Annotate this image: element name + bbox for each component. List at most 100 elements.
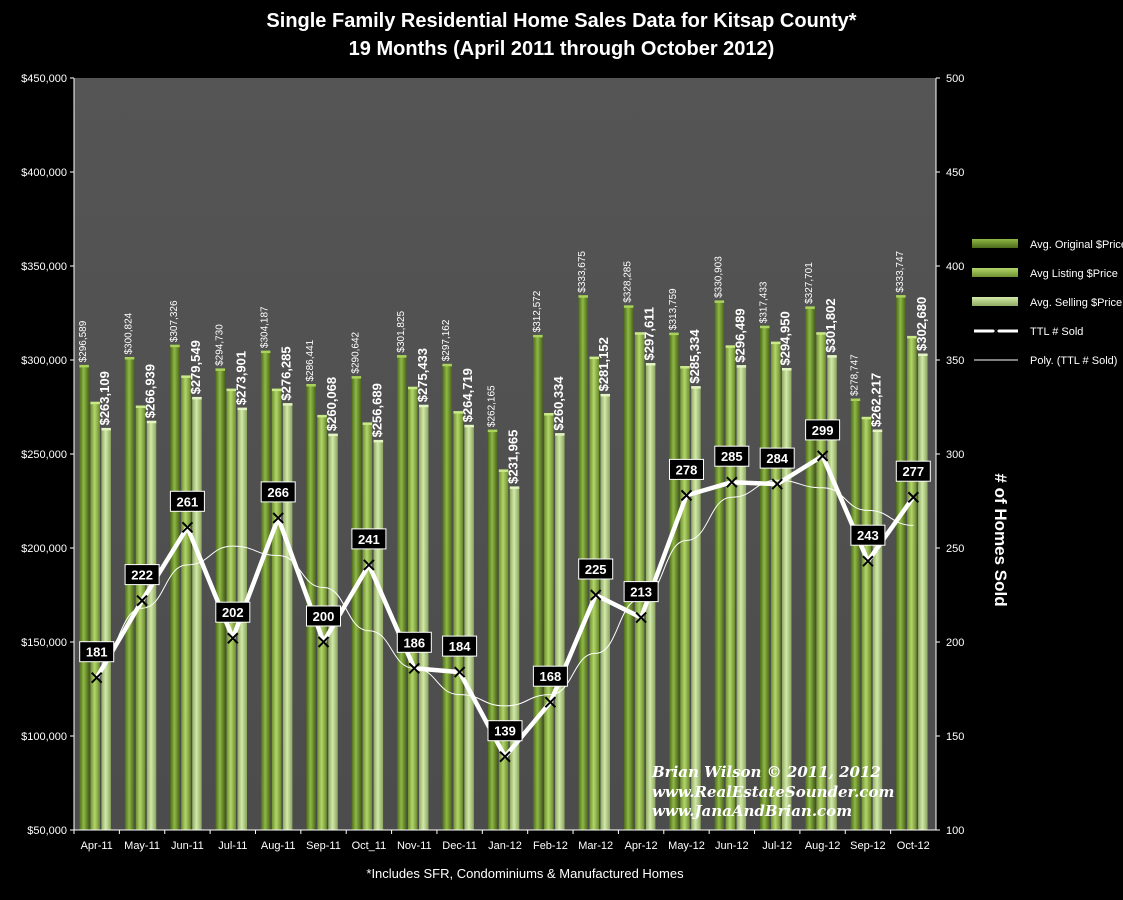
- bar-cap-listing: [861, 416, 872, 420]
- data-label-sold: 202: [222, 605, 244, 620]
- legend-swatch-selling: [972, 297, 1018, 306]
- bar-listing: [498, 470, 509, 830]
- data-label-sold: 266: [267, 485, 289, 500]
- bar-selling: [146, 422, 157, 830]
- footnote: *Includes SFR, Condominiums & Manufactur…: [366, 866, 684, 881]
- y-left-tick-label: $400,000: [21, 167, 67, 179]
- x-tick-label: Oct_11: [352, 840, 387, 852]
- data-label-box-sold: [895, 460, 931, 482]
- bar-original: [487, 431, 498, 830]
- y-right-tick-label: 150: [946, 731, 964, 743]
- bar-cap-selling: [237, 407, 247, 411]
- right-axis-title: # of Homes Sold: [991, 473, 1010, 607]
- bar-listing: [861, 418, 872, 830]
- marker-sold: [544, 696, 557, 708]
- data-label-original: $294,730: [214, 324, 225, 366]
- bar-cap-selling: [872, 429, 883, 432]
- bar-original: [260, 352, 271, 830]
- y-right-tick-label: 400: [946, 261, 964, 273]
- bar-listing: [816, 333, 826, 830]
- data-label-selling: $260,334: [551, 376, 566, 431]
- marker-sold: [272, 512, 284, 524]
- legend-label-sold: TTL # Sold: [1030, 326, 1084, 338]
- data-label-sold: 278: [676, 462, 698, 477]
- legend-swatch-poly: [974, 359, 1018, 361]
- x-tick-label: Jun-12: [715, 840, 749, 852]
- data-label-original: $296,589: [78, 320, 89, 362]
- data-label-sold: 222: [131, 568, 153, 583]
- legend-label-poly: Poly. (TTL # Sold): [1030, 355, 1118, 367]
- data-label-sold: 261: [177, 494, 199, 509]
- bar-cap-listing: [907, 335, 917, 339]
- data-label-box-sold: [169, 490, 205, 512]
- data-label-selling: $276,285: [279, 346, 294, 400]
- bar-cap-selling: [736, 365, 747, 368]
- bar-original: [79, 366, 89, 830]
- bar-listing: [680, 367, 690, 830]
- data-label-selling: $273,901: [233, 351, 248, 405]
- data-label-box-sold: [578, 558, 614, 580]
- bar-original: [760, 327, 770, 830]
- bar-original: [442, 365, 452, 830]
- bar-listing: [907, 337, 917, 830]
- bar-selling: [101, 429, 111, 830]
- bar-cap-selling: [600, 393, 610, 397]
- bar-selling: [509, 487, 520, 830]
- bar-selling: [282, 404, 293, 830]
- bar-cap-listing: [816, 332, 826, 335]
- bar-cap-original: [533, 334, 543, 338]
- data-label-original: $328,285: [623, 261, 634, 303]
- credit-website-1: www.RealEstateSounder.com: [652, 783, 895, 801]
- data-label-selling: $256,689: [369, 383, 384, 437]
- bar-selling: [192, 398, 202, 830]
- x-tick-label: Apr-12: [625, 840, 658, 852]
- bar-cap-original: [487, 429, 498, 433]
- bar-cap-selling: [146, 420, 157, 424]
- data-label-sold: 186: [403, 635, 425, 650]
- bar-cap-original: [351, 376, 362, 379]
- bar-cap-original: [714, 300, 725, 303]
- bar-selling: [782, 369, 792, 830]
- marker-sold: [816, 450, 829, 462]
- data-label-selling: $279,549: [188, 340, 203, 394]
- chart-subtitle: 19 Months (April 2011 through October 20…: [348, 38, 775, 60]
- bar-cap-original: [623, 305, 634, 308]
- y-left-tick-label: $300,000: [21, 355, 67, 367]
- bar-original: [351, 377, 362, 830]
- bar-cap-original: [442, 363, 452, 367]
- data-label-box-sold: [351, 528, 387, 550]
- bar-cap-original: [760, 325, 770, 329]
- data-label-original: $297,162: [441, 319, 452, 361]
- data-label-box-sold: [79, 641, 115, 663]
- bar-listing: [90, 403, 100, 830]
- bar-cap-original: [850, 398, 861, 401]
- bar-cap-selling: [827, 355, 837, 358]
- bar-cap-listing: [725, 345, 736, 348]
- marker-sold: [635, 611, 647, 624]
- bar-cap-selling: [555, 433, 565, 436]
- bar-cap-selling: [101, 427, 111, 431]
- bar-listing: [271, 390, 282, 830]
- bar-cap-listing: [544, 413, 554, 416]
- data-label-box-sold: [260, 481, 296, 503]
- bar-listing: [725, 346, 736, 830]
- bar-selling: [600, 395, 610, 830]
- data-label-original: $304,187: [260, 306, 271, 348]
- data-label-original: $327,701: [804, 262, 815, 304]
- x-tick-label: Sep-11: [306, 840, 341, 852]
- y-right-tick-label: 300: [946, 449, 964, 461]
- data-label-box-sold: [714, 445, 750, 467]
- bar-original: [170, 346, 180, 830]
- bar-listing: [362, 423, 373, 830]
- legend-swatch-sold: [974, 326, 1018, 336]
- bar-original: [623, 306, 634, 830]
- x-tick-label: Oct-12: [897, 840, 930, 852]
- data-label-original: $286,441: [305, 339, 316, 381]
- data-label-box-sold: [805, 419, 841, 441]
- data-label-sold: 241: [358, 532, 380, 547]
- data-label-selling: $302,680: [914, 297, 929, 351]
- data-label-original: $300,824: [124, 312, 135, 354]
- bar-selling: [918, 355, 928, 830]
- data-label-sold: 284: [766, 451, 788, 466]
- marker-sold: [136, 594, 148, 607]
